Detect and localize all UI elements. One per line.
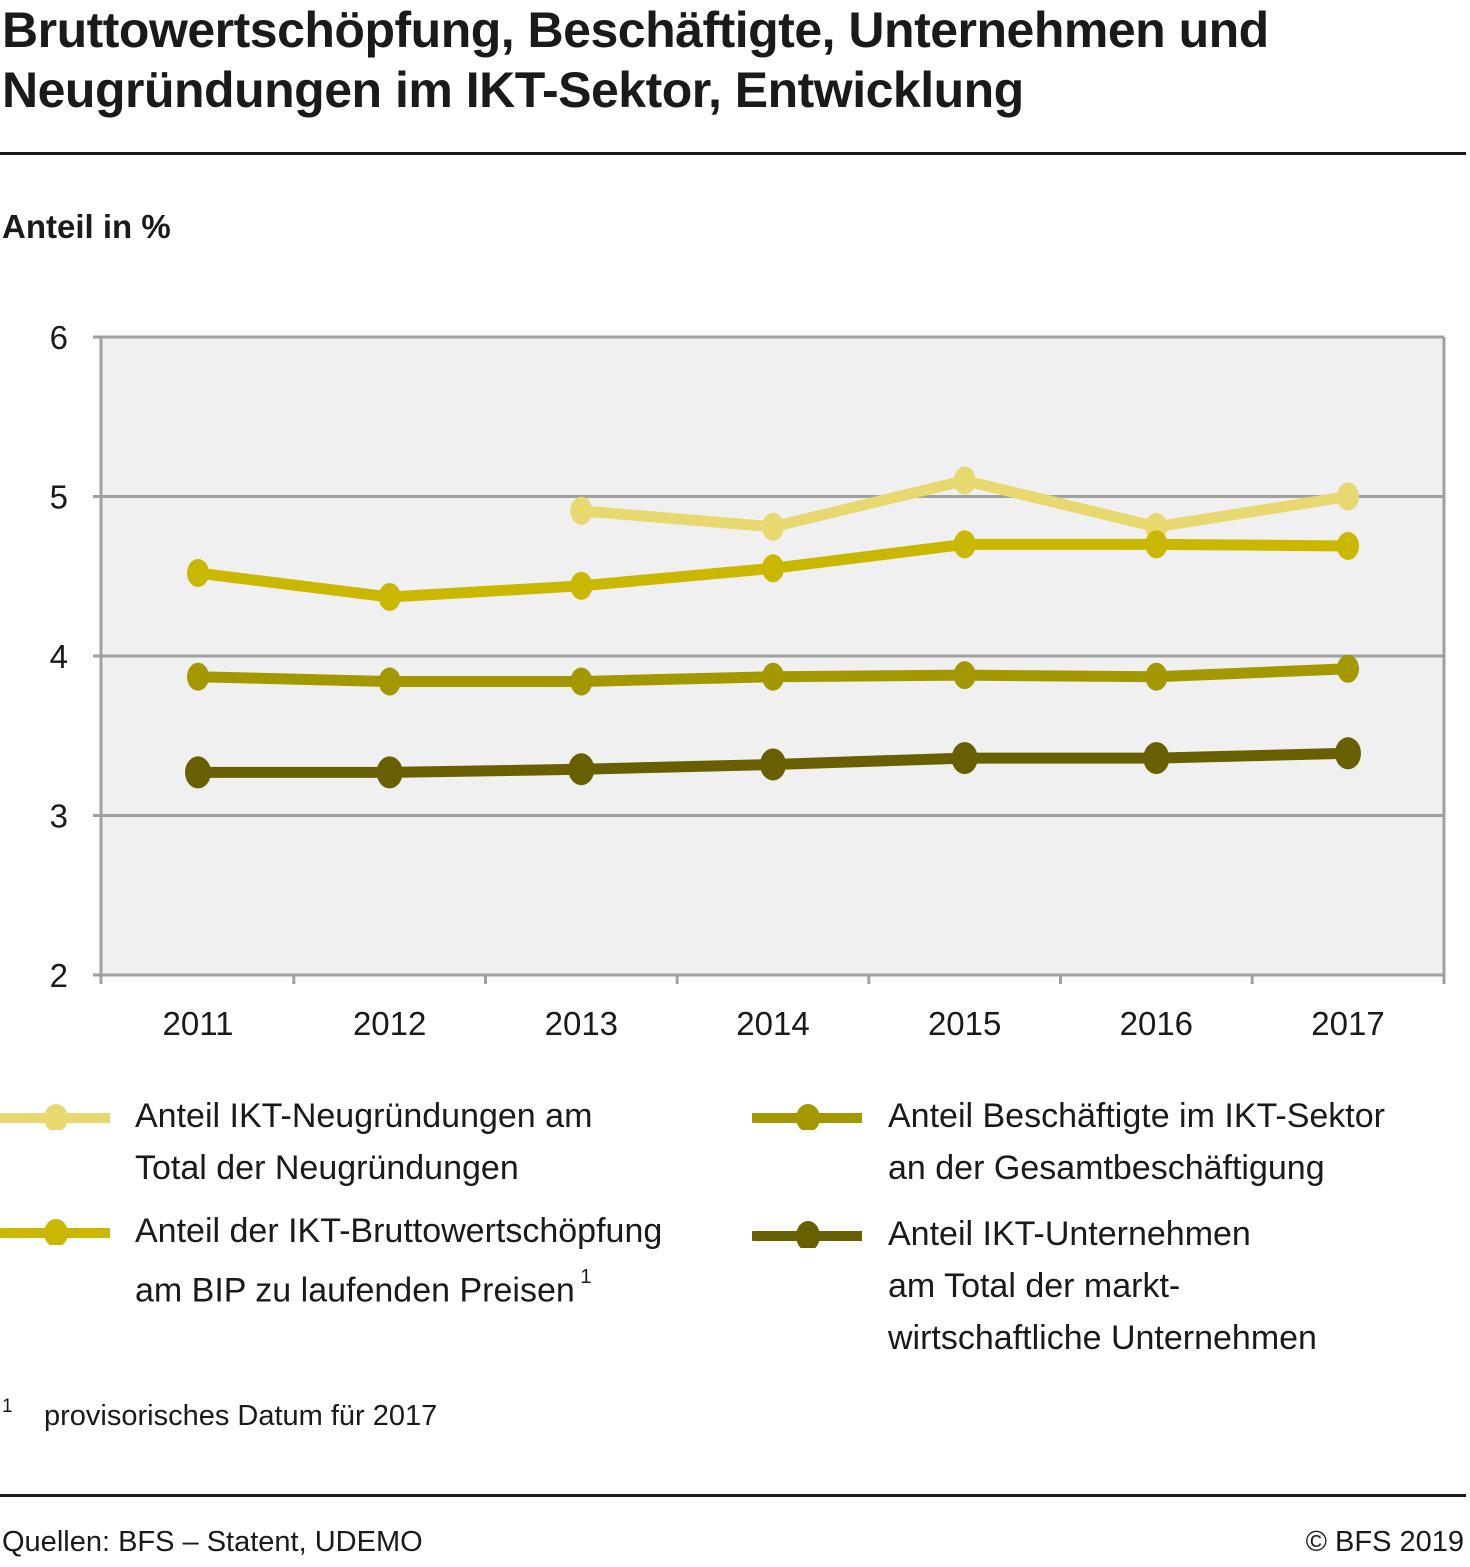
data-point [1335,737,1361,770]
y-tick-label: 4 [50,638,68,675]
data-point [570,571,593,600]
data-point [762,554,784,583]
data-point [760,748,786,781]
series-2 [187,654,1359,696]
legend-swatch [0,1104,110,1130]
data-point [378,582,401,611]
x-tick-label: 2015 [928,1005,1001,1042]
legend: Anteil IKT-Neugründungen am Total der Neu… [0,1090,1470,1370]
data-point [953,530,976,559]
legend-swatch-marker [44,1219,68,1245]
data-point [187,662,209,691]
legend-swatch-marker [796,1104,820,1130]
footnote-text: provisorisches Datum für 2017 [44,1400,438,1432]
y-tick-label: 3 [50,798,68,835]
line-chart: 2 3 4 5 6 2011 2012 2013 2014 2015 2016 2017 [50,319,1446,1042]
series-3 [185,737,1361,789]
data-point [185,756,211,789]
legend-label-line: am Total der markt- [888,1267,1181,1305]
gridlines [101,335,1444,977]
legend-label-line: Anteil IKT-Unternehmen [888,1215,1251,1253]
footnote-reference: 1 [574,1266,592,1288]
y-tick-label: 6 [50,319,68,356]
legend-label: Anteil der IKT-Bruttowertschöpfung am BIP… [135,1205,662,1316]
data-point [1337,531,1359,560]
chart-title-line-2: Neugründungen im IKT-Sektor, Entwicklung [2,62,1024,118]
y-axis-unit-label: Anteil in % [2,208,171,245]
legend-label: Anteil IKT-Neugründungen am Total der Neu… [135,1090,592,1194]
legend-label-line: Total der Neugründungen [135,1149,519,1187]
legend-swatch-marker [44,1104,68,1130]
data-point [1143,742,1170,775]
data-point [568,753,595,786]
data-point [951,742,978,775]
legend-swatch [0,1219,110,1245]
footnote-mark: 1 [2,1396,13,1417]
data-point [376,756,403,789]
data-point [762,662,784,691]
data-point [1145,662,1168,691]
data-point [953,466,976,495]
x-tick-label: 2013 [545,1005,618,1042]
legend-swatch [752,1221,862,1248]
data-point [762,512,784,541]
footer-divider [0,1494,1466,1497]
data-point [1145,530,1168,559]
x-tick-label: 2012 [353,1005,426,1042]
legend-label-line: Anteil Beschäftigte im IKT-Sektor [888,1097,1385,1135]
legend-swatch-marker [796,1221,820,1248]
legend-label-line: Anteil IKT-Neugründungen am [135,1097,593,1135]
y-tick-label: 2 [50,957,68,994]
data-point [1337,482,1359,511]
legend-label-line: am BIP zu laufenden Preisen 1 [135,1266,592,1310]
series-1 [187,530,1359,611]
chart-title-line-1: Bruttowertschöpfung, Beschäftigte, Unter… [2,2,1269,58]
data-point [953,661,976,690]
chart-title: Bruttowertschöpfung, Beschäftigte, Unter… [2,0,1462,120]
data-point [1337,654,1359,683]
title-divider [0,152,1466,155]
legend-label-line: Anteil der IKT-Bruttowertschöpfung [135,1212,663,1250]
x-tick-label: 2011 [163,1005,234,1042]
legend-swatch [752,1104,862,1130]
x-tick-label: 2017 [1311,1005,1384,1042]
copyright: © BFS 2019 [1305,1526,1464,1558]
legend-label: Anteil IKT-Unternehmen am Total der markt… [888,1208,1317,1364]
data-point [378,667,401,696]
series-lines [185,466,1361,789]
legend-label: Anteil Beschäftigte im IKT-Sektor an der … [888,1090,1385,1194]
y-tick-label: 5 [50,479,68,516]
x-tick-label: 2014 [736,1005,809,1042]
x-tick-label: 2016 [1120,1005,1193,1042]
data-point [570,496,593,525]
legend-label-line: an der Gesamtbeschäftigung [888,1149,1325,1187]
data-point [570,667,593,696]
source-note: Quellen: BFS – Statent, UDEMO [2,1526,423,1558]
data-point [187,559,209,588]
legend-label-line: wirtschaftliche Unternehmen [888,1319,1317,1357]
axes: 2 3 4 5 6 2011 2012 2013 2014 2015 2016 2017 [50,319,1446,1042]
